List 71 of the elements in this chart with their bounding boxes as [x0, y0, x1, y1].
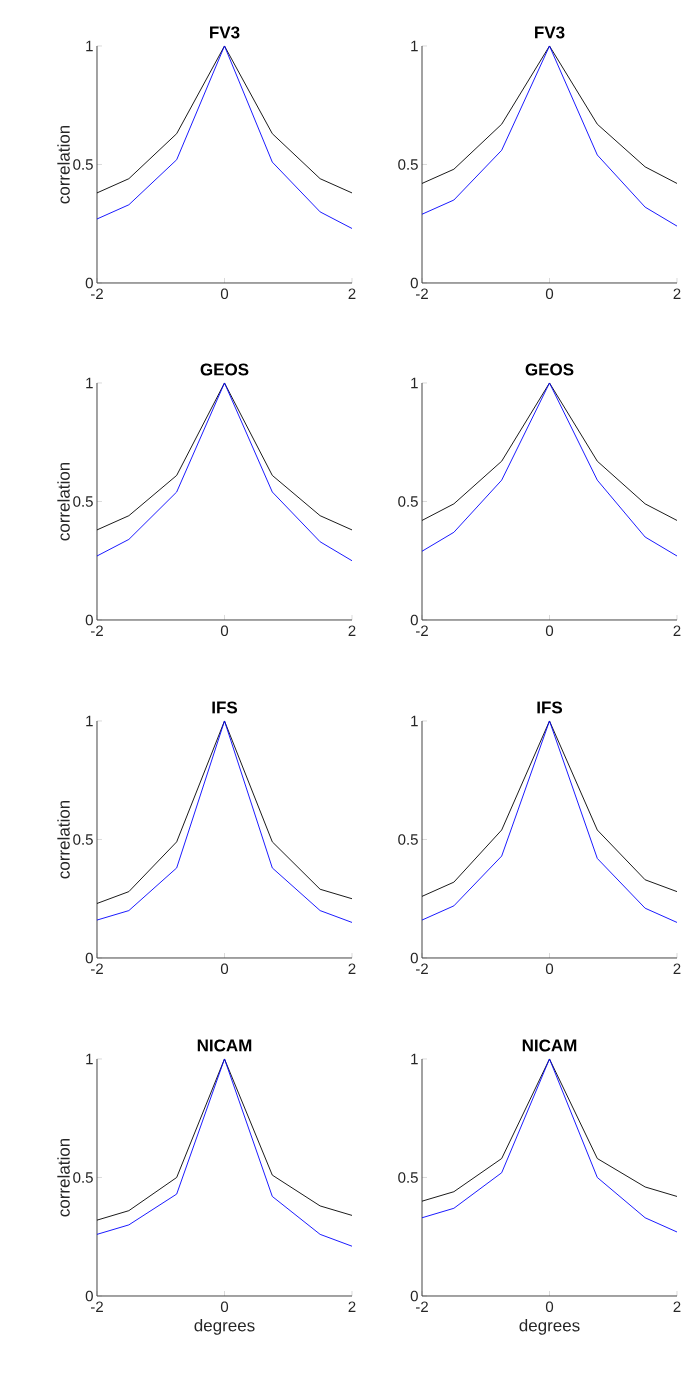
x-tick-label: 2	[673, 288, 681, 299]
y-tick-label: 0	[410, 1290, 418, 1302]
x-tick-label: 2	[348, 1301, 356, 1312]
line-series	[96, 382, 353, 562]
x-tick-label: -2	[416, 1301, 428, 1312]
chart-title: IFS	[212, 701, 238, 714]
y-tick-label: 1	[411, 40, 418, 52]
line-series	[421, 382, 678, 521]
y-tick-label: 0	[85, 1290, 93, 1302]
line-series	[96, 45, 353, 194]
x-tick-label: -2	[91, 963, 103, 974]
chart-title: NICAM	[197, 1039, 252, 1052]
x-tick-label: -2	[416, 288, 428, 299]
y-tick-label: 0	[85, 952, 93, 964]
y-tick-label: 1	[86, 377, 93, 389]
x-tick-label: -2	[416, 963, 428, 974]
x-tick-label: 2	[673, 625, 681, 636]
x-tick-label: -2	[91, 625, 103, 636]
chart-title: NICAM	[522, 1039, 577, 1052]
chart-title: FV3	[210, 26, 240, 39]
chart-title: GEOS	[200, 363, 249, 376]
y-tick-label: 0	[85, 277, 93, 289]
y-tick-label: 0.5	[398, 496, 418, 507]
line-series	[96, 45, 353, 229]
y-tick-label: 0	[410, 277, 418, 289]
y-tick-label: 0.5	[73, 496, 93, 507]
x-tick-label: 0	[545, 288, 554, 300]
y-tick-label: 1	[411, 1053, 418, 1065]
x-axis-title: degrees	[519, 1318, 580, 1335]
y-tick-label: 0	[85, 614, 93, 626]
y-tick-label: 1	[86, 40, 93, 52]
y-tick-label: 0.5	[398, 834, 418, 845]
x-tick-label: 0	[220, 963, 229, 975]
y-axis-title: correlation	[57, 462, 70, 541]
x-tick-label: 0	[545, 1301, 554, 1313]
x-tick-label: 0	[545, 625, 554, 637]
y-axis-title: correlation	[57, 125, 70, 204]
x-tick-label: 0	[220, 1301, 229, 1313]
y-tick-label: 0.5	[73, 159, 93, 170]
chart-title: GEOS	[525, 363, 574, 376]
x-tick-label: 2	[673, 1301, 681, 1312]
x-tick-label: -2	[91, 1301, 103, 1312]
line-series	[421, 382, 678, 557]
x-tick-label: 2	[348, 288, 356, 299]
line-series	[421, 1058, 678, 1233]
y-tick-label: 1	[411, 377, 418, 389]
x-tick-label: -2	[416, 625, 428, 636]
y-tick-label: 0.5	[398, 1172, 418, 1183]
y-tick-label: 1	[86, 715, 93, 727]
y-tick-label: 0.5	[398, 159, 418, 170]
y-axis-title: correlation	[57, 800, 70, 879]
line-series	[96, 382, 353, 531]
y-tick-label: 0	[410, 952, 418, 964]
x-tick-label: 0	[220, 288, 229, 300]
line-series	[421, 45, 678, 227]
x-tick-label: 2	[348, 963, 356, 974]
x-tick-label: 0	[545, 963, 554, 975]
x-tick-label: 2	[673, 963, 681, 974]
y-axis-title: correlation	[57, 1138, 70, 1217]
y-tick-label: 0.5	[73, 834, 93, 845]
chart-title: FV3	[535, 26, 565, 39]
y-tick-label: 0	[410, 614, 418, 626]
y-tick-label: 0.5	[73, 1172, 93, 1183]
chart-title: IFS	[537, 701, 563, 714]
x-axis-title: degrees	[194, 1318, 255, 1335]
x-tick-label: 2	[348, 625, 356, 636]
y-tick-label: 1	[411, 715, 418, 727]
line-series	[421, 45, 678, 184]
x-tick-label: -2	[91, 288, 103, 299]
y-tick-label: 1	[86, 1053, 93, 1065]
x-tick-label: 0	[220, 625, 229, 637]
